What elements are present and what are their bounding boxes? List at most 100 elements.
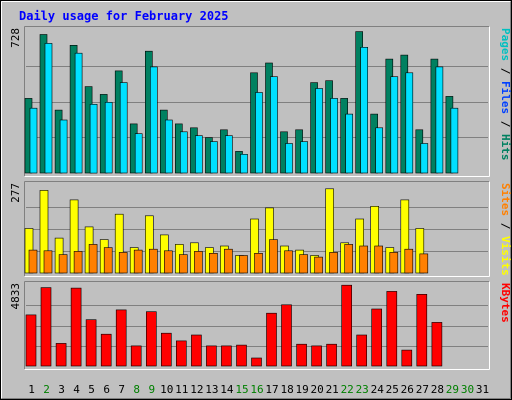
day-label-9: 9 — [148, 383, 155, 396]
bar-kbytes-day-25 — [386, 291, 398, 367]
bar-pages-day-4 — [74, 52, 83, 174]
bar-sites-day-13 — [209, 253, 218, 274]
bar-pages-day-28 — [435, 66, 444, 174]
bar-kbytes-day-6 — [100, 333, 112, 367]
bar-kbytes-day-16 — [251, 357, 262, 367]
bar-pages-day-27 — [420, 143, 429, 174]
bar-kbytes-day-24 — [371, 308, 383, 367]
bar-kbytes-day-13 — [206, 345, 217, 367]
bar-pages-day-5 — [89, 104, 98, 174]
bar-kbytes-day-8 — [130, 345, 142, 367]
day-axis: 1 2 3 4 5 6 7 8 9 10 11 12 13 14 15 16 17 18 19 20 21 22 23 24 2… — [28, 383, 489, 396]
day-label-1: 1 — [28, 383, 35, 396]
bar-pages-day-3 — [59, 119, 68, 174]
bar-sites-day-21 — [329, 252, 338, 274]
legend-entry: KBytes — [499, 283, 512, 323]
bar-kbytes-day-21 — [326, 343, 337, 367]
day-label-18: 18 — [280, 383, 293, 396]
bar-sites-day-4 — [73, 251, 83, 274]
legend-entry: / — [499, 216, 512, 236]
bar-kbytes-day-12 — [191, 334, 202, 367]
panel-middle: 277 Sites / Visits — [9, 181, 512, 277]
bar-sites-day-6 — [103, 247, 113, 274]
bar-sites-day-27 — [419, 253, 429, 274]
day-label-3: 3 — [58, 383, 65, 396]
bar-pages-day-19 — [300, 141, 308, 174]
bar-pages-day-21 — [330, 98, 338, 174]
day-label-16: 16 — [250, 383, 263, 396]
day-label-17: 17 — [265, 383, 278, 396]
bar-kbytes-day-20 — [311, 345, 322, 367]
day-label-6: 6 — [103, 383, 110, 396]
bar-sites-day-24 — [374, 245, 384, 274]
day-label-27: 27 — [416, 383, 429, 396]
panel-legend: Pages / Files / Hits — [499, 28, 512, 161]
day-label-23: 23 — [356, 383, 369, 396]
day-label-13: 13 — [205, 383, 218, 396]
day-label-14: 14 — [220, 383, 234, 396]
bar-pages-day-23 — [360, 46, 369, 174]
bar-pages-day-17 — [270, 76, 278, 174]
day-label-20: 20 — [310, 383, 323, 396]
legend-entry: Files — [499, 81, 512, 114]
day-label-31: 31 — [476, 383, 489, 396]
day-label-26: 26 — [401, 383, 414, 396]
day-label-21: 21 — [326, 383, 339, 396]
bar-pages-day-11 — [180, 131, 188, 174]
y-max-label: 728 — [9, 28, 22, 48]
bar-sites-day-17 — [269, 239, 278, 274]
bar-sites-day-10 — [164, 250, 173, 274]
bar-pages-day-9 — [150, 66, 158, 174]
bar-kbytes-day-1 — [25, 314, 37, 367]
bar-pages-day-20 — [315, 88, 323, 174]
bar-pages-day-2 — [44, 43, 53, 174]
day-label-19: 19 — [295, 383, 308, 396]
bar-pages-day-29 — [450, 107, 459, 174]
y-max-label: 4833 — [9, 283, 22, 310]
day-label-12: 12 — [190, 383, 203, 396]
day-label-5: 5 — [88, 383, 95, 396]
bar-sites-day-2 — [43, 250, 53, 274]
day-label-22: 22 — [341, 383, 354, 396]
y-max-label: 277 — [9, 183, 22, 203]
bar-kbytes-day-2 — [40, 287, 52, 367]
bar-pages-day-6 — [104, 102, 113, 174]
legend-entry: Pages — [499, 28, 512, 61]
bar-kbytes-day-17 — [266, 312, 277, 367]
bar-sites-day-9 — [149, 248, 158, 274]
chart-title: Daily usage for February 2025 — [19, 9, 229, 23]
bar-pages-day-18 — [285, 143, 293, 174]
bar-sites-day-8 — [133, 249, 143, 274]
bar-sites-day-7 — [118, 252, 128, 274]
bar-sites-day-25 — [389, 252, 399, 274]
bar-pages-day-24 — [375, 127, 384, 174]
bar-sites-day-5 — [88, 244, 98, 274]
bar-pages-day-26 — [405, 72, 414, 174]
day-label-11: 11 — [175, 383, 188, 396]
bar-sites-day-20 — [314, 256, 323, 274]
bar-sites-day-16 — [254, 253, 263, 274]
bar-sites-day-3 — [58, 254, 68, 274]
day-label-29: 29 — [446, 383, 459, 396]
panel-top: 728 Pages / Files / Hits — [9, 26, 512, 177]
bar-sites-day-1 — [28, 249, 38, 274]
day-label-28: 28 — [431, 383, 444, 396]
bar-pages-day-7 — [119, 82, 128, 174]
day-label-25: 25 — [386, 383, 399, 396]
bar-kbytes-day-18 — [281, 304, 292, 367]
day-label-7: 7 — [118, 383, 125, 396]
legend-entry: Sites — [499, 183, 512, 216]
day-label-15: 15 — [235, 383, 248, 396]
bar-kbytes-day-19 — [296, 343, 307, 367]
bar-pages-day-10 — [165, 119, 173, 174]
bar-kbytes-day-14 — [221, 345, 232, 367]
bar-kbytes-day-26 — [401, 349, 413, 367]
bar-pages-day-16 — [255, 92, 263, 174]
bar-kbytes-day-5 — [85, 319, 97, 367]
day-label-8: 8 — [133, 383, 140, 396]
bar-pages-day-15 — [240, 154, 248, 174]
bar-kbytes-day-10 — [161, 332, 172, 367]
bar-sites-day-12 — [194, 251, 203, 274]
bar-kbytes-day-22 — [341, 284, 353, 367]
